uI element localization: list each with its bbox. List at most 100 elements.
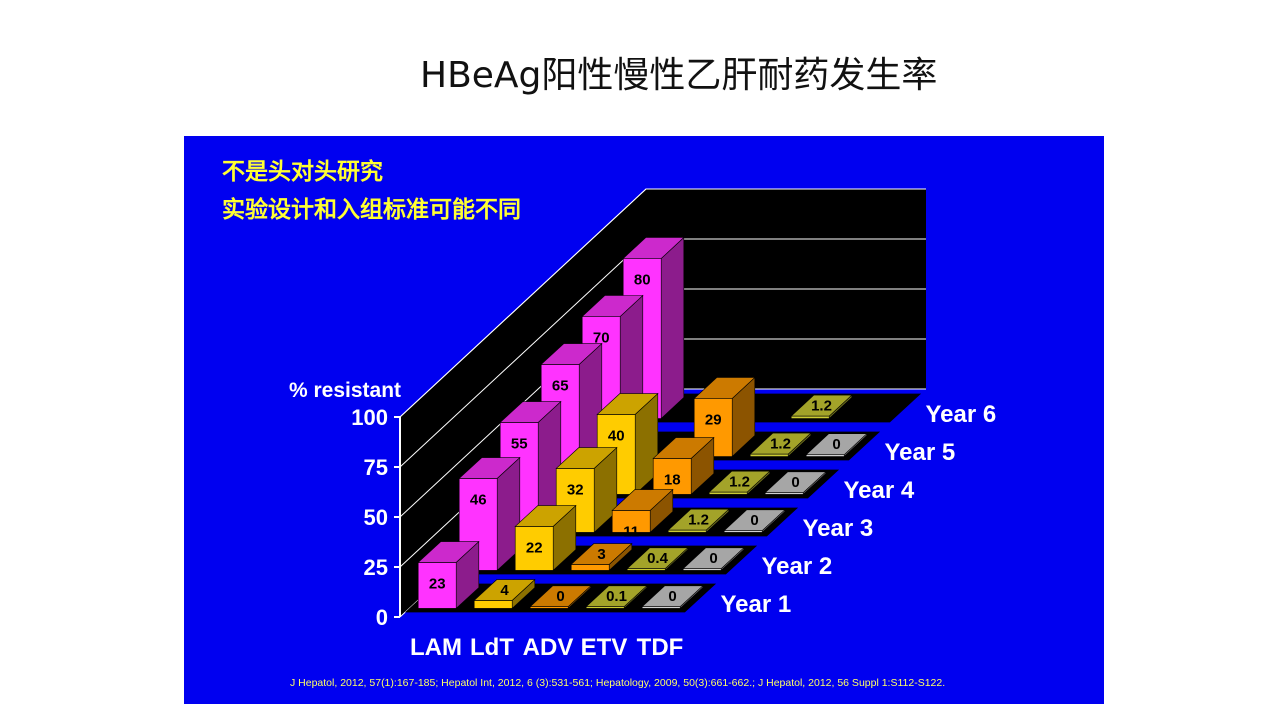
bar: 0.4: [626, 547, 689, 572]
bar: 40: [596, 392, 659, 496]
category-label: ADV: [523, 634, 574, 661]
bar-value-label: 3: [597, 546, 605, 563]
bar-top: [682, 547, 745, 569]
bar-top: [790, 394, 853, 417]
category-label: LdT: [470, 634, 514, 661]
bar-value-label: 11: [623, 523, 639, 540]
bar-value-label: 18: [664, 471, 681, 488]
chart-panel: 0 25 50 75 100 80 1.2 70 29 1.2 0 65 40 18 1.2 0 55 32 11…: [184, 136, 1104, 704]
bar-top: [473, 579, 536, 601]
y-tick-label: 50: [364, 505, 388, 530]
bar-value-label: 0.1: [606, 588, 627, 605]
bar-value-label: 65: [552, 377, 569, 394]
bar-front: [473, 600, 513, 609]
bar: 0: [682, 547, 745, 572]
series-label: Year 5: [885, 439, 956, 466]
bar-top: [555, 447, 618, 469]
bar: 0: [723, 509, 786, 534]
bar-value-label: 0: [791, 474, 799, 491]
bar-front: [749, 453, 789, 457]
y-axis: 0 25 50 75 100: [351, 405, 401, 630]
bar-top: [708, 470, 771, 493]
bar-front: [667, 529, 707, 533]
bar-top: [764, 471, 827, 493]
bar-side: [660, 236, 685, 420]
bar-top: [652, 437, 715, 459]
category-label: TDF: [637, 634, 684, 661]
series-label: Year 4: [844, 477, 915, 504]
bar-top: [499, 401, 562, 423]
bar: 1.2: [749, 432, 812, 458]
bar-value-label: 46: [470, 491, 487, 508]
bar-value-label: 29: [705, 411, 722, 428]
y-tick-label: 75: [364, 455, 388, 480]
y-axis-label: % resistant: [289, 379, 401, 402]
bar-front: [790, 415, 830, 419]
bar-top: [641, 585, 704, 607]
bar-value-label: 0: [668, 588, 676, 605]
category-label: LAM: [410, 634, 462, 661]
bar-value-label: 0: [832, 436, 840, 453]
y-tick-label: 100: [351, 405, 388, 430]
bar-value-label: 1.2: [811, 398, 832, 415]
bar-front: [708, 491, 748, 495]
bar: 1.2: [708, 470, 771, 496]
series-labels: Year 1 Year 2 Year 3 Year 4 Year 5 Year 6: [721, 401, 997, 618]
bar: 23: [417, 540, 480, 610]
bar-value-label: 32: [567, 481, 584, 498]
bar: 0: [805, 433, 868, 458]
bar: 1.2: [790, 394, 853, 420]
series-label: Year 3: [803, 515, 874, 542]
bar-top: [805, 433, 868, 456]
series-label: Year 6: [926, 401, 997, 428]
bar: 4: [473, 578, 536, 610]
note-line-1: 不是头对头研究: [222, 159, 383, 185]
slide-title: HBeAg阳性慢性乙肝耐药发生率: [420, 55, 938, 96]
bar-front: [570, 564, 610, 571]
bar-top: [585, 585, 648, 607]
bar-value-label: 0: [709, 550, 717, 567]
bar-value-label: 1.2: [688, 512, 709, 529]
bar-value-label: 0.4: [647, 550, 669, 567]
bar-value-label: 0: [556, 588, 564, 605]
bar: 0.1: [585, 585, 648, 610]
note-line-2: 实验设计和入组标准可能不同: [222, 197, 521, 223]
bar-value-label: 80: [634, 271, 651, 288]
bar-value-label: 0: [750, 512, 758, 529]
bar-top: [458, 457, 521, 479]
bar-top: [596, 393, 659, 415]
bar: 18: [652, 436, 715, 496]
bar-top: [693, 377, 756, 399]
bar-value-label: 70: [593, 329, 610, 346]
bar-top: [514, 505, 577, 527]
series-label: Year 2: [762, 553, 833, 580]
category-label: ETV: [581, 634, 628, 661]
bar-top: [749, 432, 812, 455]
bar: 3: [570, 542, 633, 572]
bar-top: [611, 489, 674, 511]
y-tick-label: 0: [376, 605, 388, 630]
bar: 1.2: [667, 508, 730, 534]
bar-value-label: 1.2: [729, 474, 750, 491]
bar-top: [540, 343, 603, 365]
bar-top: [529, 585, 592, 607]
bar-value-label: 4: [500, 582, 509, 599]
bar-value-label: 40: [608, 427, 625, 444]
category-labels: LAM LdT ADV ETV TDF: [410, 634, 683, 661]
bar-top: [622, 237, 685, 259]
bar-value-label: 1.2: [770, 436, 791, 453]
bar-top: [570, 543, 633, 565]
series-label: Year 1: [721, 591, 792, 618]
bar-top: [667, 508, 730, 531]
bar: 0: [764, 471, 827, 496]
bar: 11: [611, 488, 674, 540]
bar-value-label: 23: [429, 575, 446, 592]
bar: 0: [529, 585, 592, 610]
bar: 22: [514, 504, 577, 572]
bar-value-label: 55: [511, 435, 528, 452]
reference-citation: J Hepatol, 2012, 57(1):167-185; Hepatol …: [290, 677, 946, 689]
bar-top: [723, 509, 786, 531]
bar-top: [626, 547, 689, 569]
